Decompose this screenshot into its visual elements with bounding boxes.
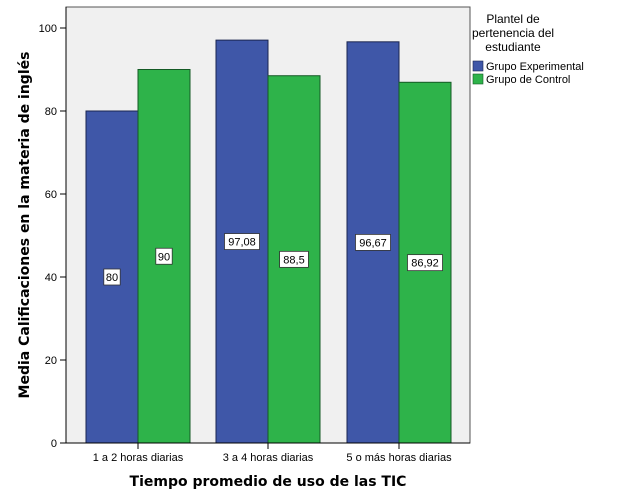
data-labels-group: 80 90 97,08 88,5 96,67 86,92 bbox=[103, 233, 443, 286]
y-axis-title: Media Calificaciones en la materia de in… bbox=[17, 52, 33, 399]
legend-swatch-experimental bbox=[472, 60, 484, 72]
legend-label-experimental: Grupo Experimental bbox=[486, 61, 584, 73]
legend-title-line-3: estudiante bbox=[485, 40, 541, 54]
legend-label-control: Grupo de Control bbox=[486, 74, 570, 86]
x-axis-title: Tiempo promedio de uso de las TIC bbox=[130, 474, 407, 490]
x-tick-label: 3 a 4 horas diarias bbox=[223, 452, 314, 464]
x-axis-ticks: 1 a 2 horas diarias 3 a 4 horas diarias 5 … bbox=[93, 443, 452, 464]
data-label: 96,67 bbox=[355, 234, 391, 251]
bars-group bbox=[85, 39, 452, 444]
legend-swatch-control bbox=[472, 73, 484, 85]
y-tick-label: 20 bbox=[45, 355, 57, 367]
y-axis-ticks: 0 20 40 60 80 100 bbox=[39, 23, 66, 450]
x-tick-label: 5 o más horas diarias bbox=[346, 452, 452, 464]
legend: Plantel de pertenencia del estudiante Gr… bbox=[472, 12, 584, 86]
svg-text:97,08: 97,08 bbox=[228, 237, 256, 249]
svg-text:88,5: 88,5 bbox=[283, 254, 304, 266]
svg-text:96,67: 96,67 bbox=[359, 237, 387, 249]
svg-text:90: 90 bbox=[158, 251, 170, 263]
data-label: 86,92 bbox=[407, 254, 443, 272]
data-label: 88,5 bbox=[279, 250, 309, 268]
legend-title-line-1: Plantel de bbox=[486, 12, 540, 26]
y-tick-label: 100 bbox=[39, 23, 57, 35]
y-tick-label: 80 bbox=[45, 106, 57, 118]
data-label: 80 bbox=[103, 268, 121, 286]
x-tick-label: 1 a 2 horas diarias bbox=[93, 452, 184, 464]
y-tick-label: 0 bbox=[51, 438, 57, 450]
svg-text:86,92: 86,92 bbox=[411, 258, 439, 270]
data-label: 97,08 bbox=[224, 233, 260, 250]
y-tick-label: 60 bbox=[45, 189, 57, 201]
legend-title-line-2: pertenencia del bbox=[472, 26, 554, 40]
y-tick-label: 40 bbox=[45, 272, 57, 284]
data-label: 90 bbox=[155, 247, 173, 265]
svg-text:80: 80 bbox=[106, 272, 118, 284]
